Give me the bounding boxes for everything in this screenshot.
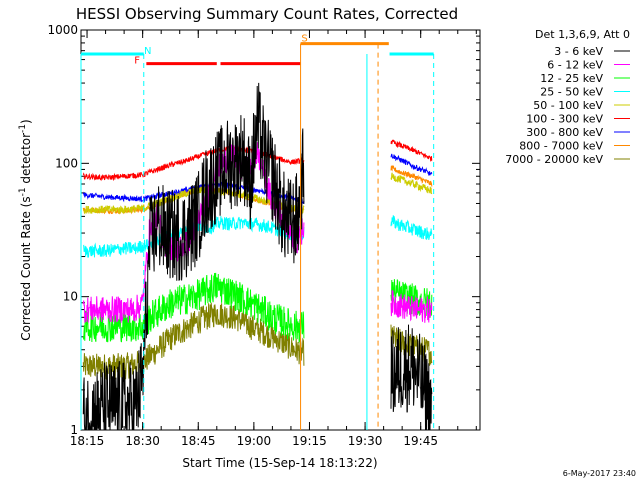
y-tick-label: 1 [70,423,78,437]
legend-entry-label: 3 - 6 keV [554,45,603,58]
x-tick-label: 18:15 [70,434,105,448]
series-line [390,324,433,431]
annotation-label: N [144,46,151,57]
legend-entry-label: 100 - 300 keV [526,113,603,126]
series-line [390,215,433,240]
series-line [390,172,433,195]
annotation-label: S [301,34,307,45]
legend-entry-label: 50 - 100 keV [533,99,603,112]
y-axis-label-end: ) [19,119,33,124]
legend-entry-label: 7000 - 20000 keV [505,153,603,166]
x-axis-label: Start Time (15-Sep-14 18:13:22) [182,456,377,470]
legend-title: Det 1,3,6,9, Att 0 [535,28,630,41]
x-tick-label: 19:00 [237,434,272,448]
chart-title: HESSI Observing Summary Count Rates, Cor… [76,5,458,23]
annotation-label: F [134,56,140,67]
series-line [390,153,433,176]
y-axis-label-main: Corrected Count Rate (s [19,196,33,340]
legend-entry-label: 25 - 50 keV [540,86,603,99]
legend-entry-label: 6 - 12 keV [547,59,603,72]
y-tick-label: 1000 [47,23,78,37]
y-axis-label: Corrected Count Rate (s-1 detector-1) [18,119,33,340]
x-tick-label: 18:30 [125,434,160,448]
legend-entry-label: 12 - 25 keV [540,72,603,85]
x-tick-label: 18:45 [181,434,216,448]
x-tick-label: 19:45 [403,434,438,448]
y-axis-label-sup1: -1 [18,187,28,196]
y-axis-label-mid: detector [19,133,33,188]
timestamp: 6-May-2017 23:40 [563,469,636,478]
x-tick-label: 19:30 [348,434,383,448]
x-tick-label: 19:15 [292,434,327,448]
y-tick-label: 100 [55,156,78,170]
series-line [390,290,433,323]
legend-entry-label: 300 - 800 keV [526,126,603,139]
y-tick-label: 10 [63,290,78,304]
legend-entry-label: 800 - 7000 keV [519,140,603,153]
series-line [82,82,305,431]
series-line [390,139,433,162]
series-line [390,164,433,187]
series-line [390,279,433,318]
y-axis-label-sup2: -1 [18,124,28,133]
series-line [82,302,305,380]
